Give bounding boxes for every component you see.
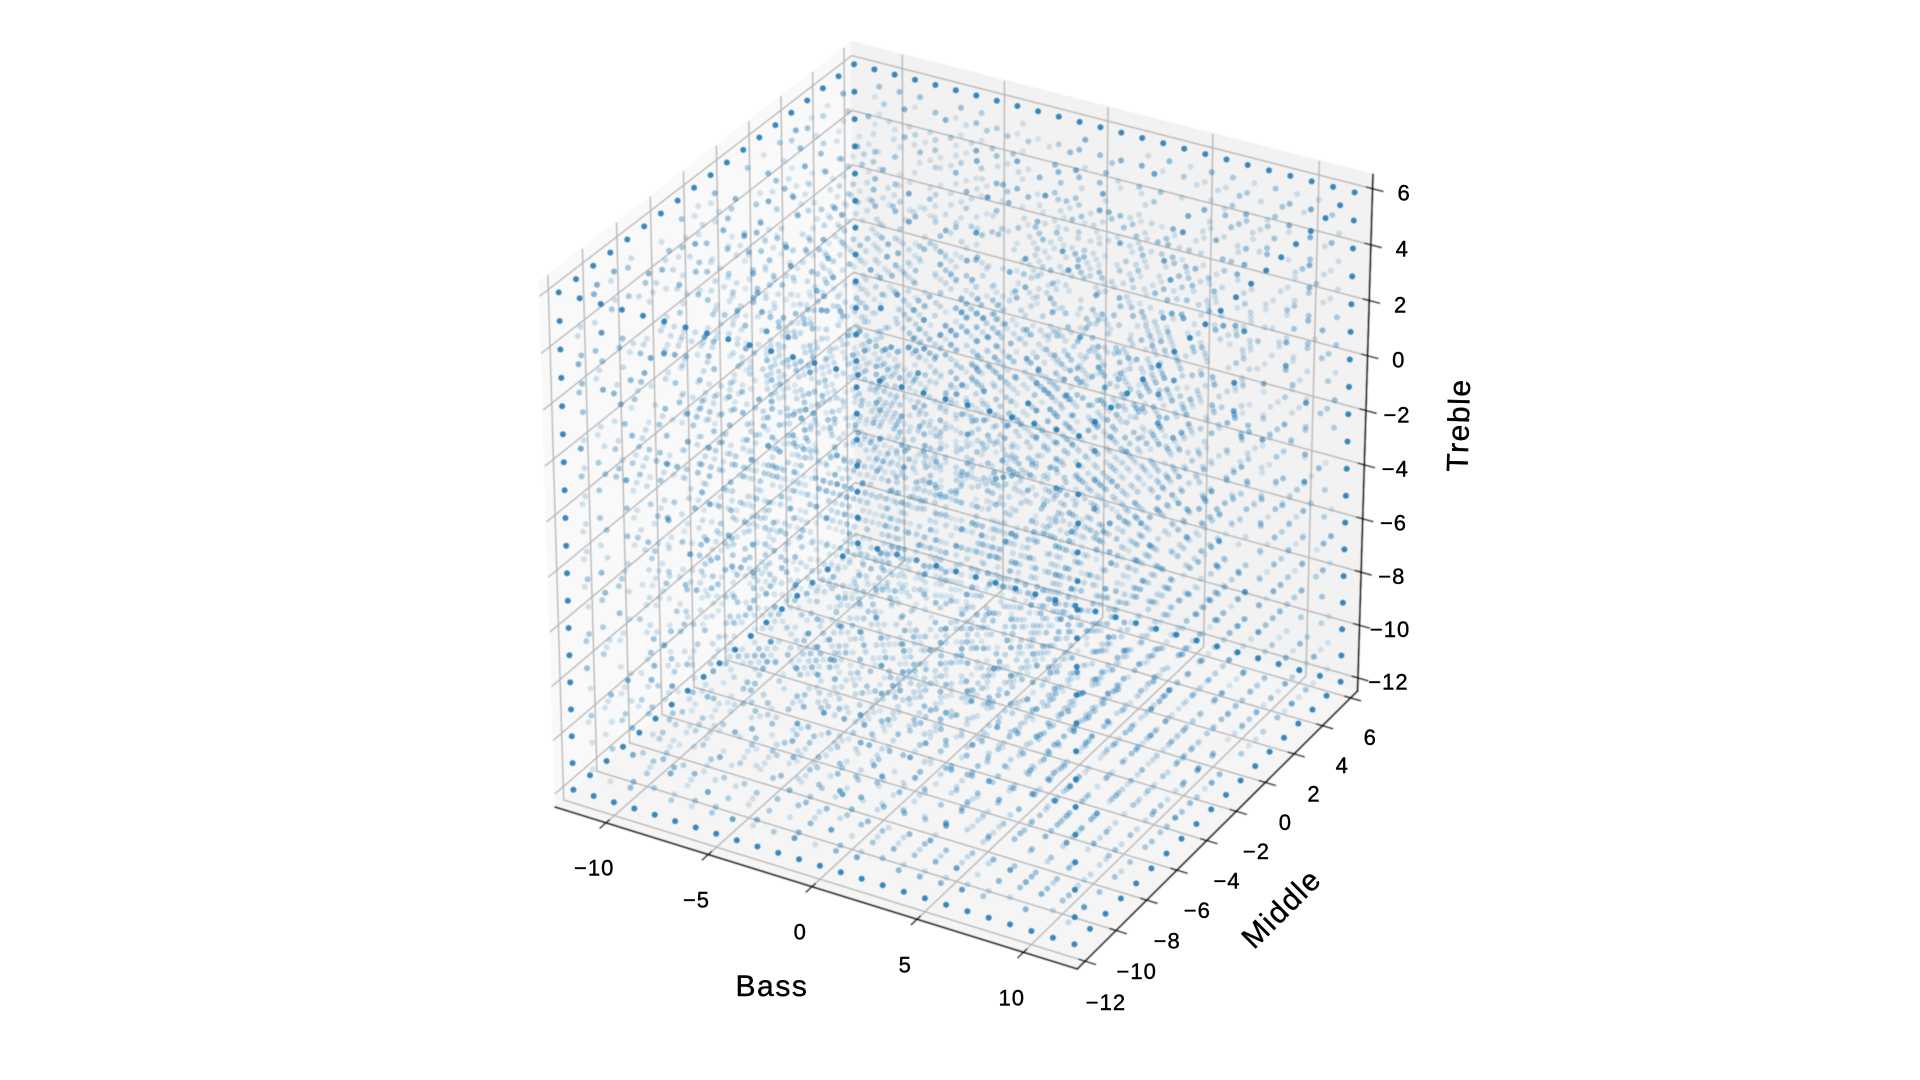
svg-text:4: 4 <box>1396 237 1409 262</box>
svg-text:−10: −10 <box>1117 959 1157 984</box>
svg-text:−10: −10 <box>1370 617 1410 642</box>
svg-text:−8: −8 <box>1378 564 1405 589</box>
svg-text:−2: −2 <box>1383 402 1410 427</box>
svg-text:2: 2 <box>1394 292 1407 317</box>
svg-text:2: 2 <box>1307 781 1320 806</box>
svg-text:−4: −4 <box>1382 457 1409 482</box>
svg-text:−2: −2 <box>1243 839 1270 864</box>
svg-text:5: 5 <box>899 953 912 978</box>
svg-text:Bass: Bass <box>735 970 808 1003</box>
svg-text:Treble: Treble <box>1441 378 1477 472</box>
svg-text:0: 0 <box>1279 810 1292 835</box>
svg-text:0: 0 <box>794 920 807 945</box>
svg-text:−5: −5 <box>683 887 710 912</box>
svg-text:−6: −6 <box>1184 898 1211 923</box>
svg-text:−8: −8 <box>1154 928 1181 953</box>
svg-text:−4: −4 <box>1213 869 1240 894</box>
svg-text:−12: −12 <box>1368 670 1408 695</box>
svg-text:−6: −6 <box>1380 511 1407 536</box>
svg-text:10: 10 <box>998 986 1024 1011</box>
svg-text:6: 6 <box>1364 725 1377 750</box>
svg-text:4: 4 <box>1336 753 1349 778</box>
svg-text:6: 6 <box>1397 181 1410 206</box>
svg-text:−10: −10 <box>574 855 614 880</box>
svg-text:−12: −12 <box>1086 990 1126 1015</box>
svg-text:0: 0 <box>1392 348 1405 373</box>
